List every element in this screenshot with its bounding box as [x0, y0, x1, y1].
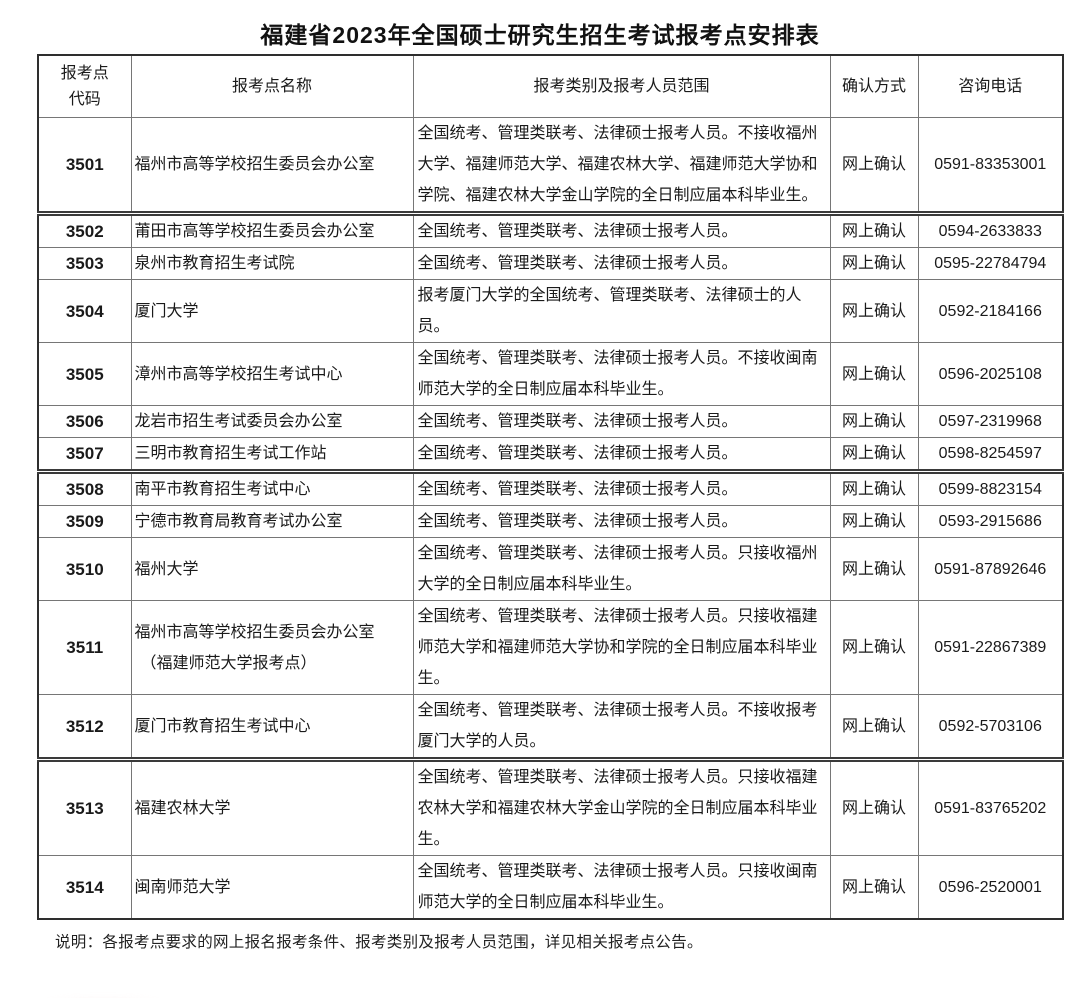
cell-confirm: 网上确认: [829, 471, 919, 506]
table-row: 3513 福建农林大学 全国统考、管理类联考、法律硕士报考人员。只接收福建农林大学和…: [37, 759, 1064, 856]
cell-name: 福州市高等学校招生委员会办公室 （福建师范大学报考点）: [130, 600, 414, 695]
table-row: 3501 福州市高等学校招生委员会办公室 全国统考、管理类联考、法律硕士报考人员。不…: [37, 117, 1064, 216]
cell-confirm: 网上确认: [829, 279, 919, 343]
cell-confirm: 网上确认: [829, 213, 919, 248]
table-row: 3502 莆田市高等学校招生委员会办公室 全国统考、管理类联考、法律硕士报考人员。网…: [37, 213, 1064, 248]
table-row: 3514 闽南师范大学 全国统考、管理类联考、法律硕士报考人员。只接收闽南师范大学的…: [37, 855, 1064, 920]
cell-name: 厦门大学: [130, 279, 414, 343]
cell-code: 3511: [37, 600, 132, 695]
header-name: 报考点名称: [130, 54, 414, 118]
header-code-line1: 报考点: [60, 64, 109, 82]
header-category: 报考类别及报考人员范围: [412, 54, 831, 118]
cell-confirm: 网上确认: [829, 855, 919, 920]
header-phone: 咨询电话: [917, 54, 1064, 118]
cell-category: 全国统考、管理类联考、法律硕士报考人员。不接收福州大学、福建师范大学、福建农林大…: [412, 117, 831, 216]
cell-name: 龙岩市招生考试委员会办公室: [130, 405, 414, 438]
cell-phone: 0591-87892646: [917, 537, 1064, 601]
table-row: 3512 厦门市教育招生考试中心 全国统考、管理类联考、法律硕士报考人员。不接收报考…: [37, 694, 1064, 762]
table-row: 3507 三明市教育招生考试工作站 全国统考、管理类联考、法律硕士报考人员。 网上确认…: [37, 437, 1064, 474]
cell-confirm: 网上确认: [829, 437, 919, 474]
cell-name: 莆田市高等学校招生委员会办公室: [130, 213, 414, 248]
cell-category: 全国统考、管理类联考、法律硕士报考人员。只接收福建师范大学和福建师范大学协和学院…: [412, 600, 831, 695]
cell-confirm: 网上确认: [829, 405, 919, 438]
cell-category: 全国统考、管理类联考、法律硕士报考人员。只接收福州大学的全日制应届本科毕业生。: [412, 537, 831, 601]
cell-confirm: 网上确认: [829, 600, 919, 695]
table-row: 3503 泉州市教育招生考试院 全国统考、管理类联考、法律硕士报考人员。 网上确认 05…: [37, 247, 1064, 280]
cell-confirm: 网上确认: [829, 694, 919, 762]
cell-code: 3504: [37, 279, 132, 343]
cell-phone: 0596-2025108: [917, 342, 1064, 406]
cell-phone: 0598-8254597: [917, 437, 1064, 474]
cell-name: 南平市教育招生考试中心: [130, 471, 414, 506]
table-row: 3509 宁德市教育局教育考试办公室 全国统考、管理类联考、法律硕士报考人员。 网上确…: [37, 505, 1064, 538]
cell-phone: 0597-2319968: [917, 405, 1064, 438]
cell-code: 3506: [37, 405, 132, 438]
table-row: 3506 龙岩市招生考试委员会办公室 全国统考、管理类联考、法律硕士报考人员。 网上确…: [37, 405, 1064, 438]
table-body: 3501 福州市高等学校招生委员会办公室 全国统考、管理类联考、法律硕士报考人员。不…: [37, 117, 1064, 920]
page-title: 福建省2023年全国硕士研究生招生考试报考点安排表: [260, 22, 820, 48]
cell-confirm: 网上确认: [829, 247, 919, 280]
registration-points-table: 报考点 代码 报考点名称 报考类别及报考人员范围 确认方式 咨询电话 3501 福州…: [37, 54, 1064, 920]
cell-name: 福建农林大学: [130, 759, 414, 856]
cell-phone: 0591-22867389: [917, 600, 1064, 695]
cell-category: 全国统考、管理类联考、法律硕士报考人员。: [412, 437, 831, 474]
cell-category: 全国统考、管理类联考、法律硕士报考人员。只接收闽南师范大学的全日制应届本科毕业生…: [412, 855, 831, 920]
table-row: 3510 福州大学 全国统考、管理类联考、法律硕士报考人员。只接收福州大学的全日制应…: [37, 537, 1064, 601]
cell-phone: 0593-2915686: [917, 505, 1064, 538]
cell-category: 全国统考、管理类联考、法律硕士报考人员。: [412, 405, 831, 438]
cell-name: 三明市教育招生考试工作站: [130, 437, 414, 474]
cell-code: 3508: [37, 471, 132, 506]
cell-name: 漳州市高等学校招生考试中心: [130, 342, 414, 406]
cell-category: 全国统考、管理类联考、法律硕士报考人员。: [412, 247, 831, 280]
cell-confirm: 网上确认: [829, 342, 919, 406]
cell-phone: 0595-22784794: [917, 247, 1064, 280]
cell-phone: 0596-2520001: [917, 855, 1064, 920]
cell-code: 3507: [37, 437, 132, 474]
cell-category: 全国统考、管理类联考、法律硕士报考人员。不接收报考厦门大学的人员。: [412, 694, 831, 762]
cell-code: 3512: [37, 694, 132, 762]
cell-confirm: 网上确认: [829, 117, 919, 216]
cell-phone: 0592-2184166: [917, 279, 1064, 343]
cell-phone: 0591-83353001: [917, 117, 1064, 216]
cell-code: 3503: [37, 247, 132, 280]
cell-code: 3502: [37, 213, 132, 248]
cell-confirm: 网上确认: [829, 505, 919, 538]
cell-category: 全国统考、管理类联考、法律硕士报考人员。: [412, 213, 831, 248]
cell-code: 3505: [37, 342, 132, 406]
cell-phone: 0599-8823154: [917, 471, 1064, 506]
header-code-line2: 代码: [68, 90, 101, 108]
cell-code: 3514: [37, 855, 132, 920]
footer-note: 说明：各报考点要求的网上报名报考条件、报考类别及报考人员范围，详见相关报考点公告…: [55, 934, 703, 951]
cell-category: 全国统考、管理类联考、法律硕士报考人员。不接收闽南师范大学的全日制应届本科毕业生…: [412, 342, 831, 406]
cell-name: 福州大学: [130, 537, 414, 601]
cell-name: 厦门市教育招生考试中心: [130, 694, 414, 762]
cell-confirm: 网上确认: [829, 759, 919, 856]
cell-name-line: 福州市高等学校招生委员会办公室: [134, 623, 375, 641]
cell-phone: 0592-5703106: [917, 694, 1064, 762]
cell-name: 福州市高等学校招生委员会办公室: [130, 117, 414, 216]
cell-phone: 0594-2633833: [917, 213, 1064, 248]
cell-category: 全国统考、管理类联考、法律硕士报考人员。: [412, 505, 831, 538]
cell-confirm: 网上确认: [829, 537, 919, 601]
cell-code: 3509: [37, 505, 132, 538]
table-row: 3508 南平市教育招生考试中心 全国统考、管理类联考、法律硕士报考人员。 网上确认 0…: [37, 471, 1064, 506]
table-row: 3505 漳州市高等学校招生考试中心 全国统考、管理类联考、法律硕士报考人员。不接收…: [37, 342, 1064, 406]
cell-name: 闽南师范大学: [130, 855, 414, 920]
cell-code: 3501: [37, 117, 132, 216]
cell-name-line: （福建师范大学报考点）: [140, 654, 317, 672]
table-header: 报考点代码 报考点名称 报考类别及报考人员范围 确认方式 咨询电话: [37, 54, 1064, 118]
table-row: 3511 福州市高等学校招生委员会办公室 （福建师范大学报考点） 全国统考、管理类联考…: [37, 600, 1064, 695]
table-row: 3504 厦门大学 报考厦门大学的全国统考、管理类联考、法律硕士的人员。 网上确认 05…: [37, 279, 1064, 343]
cell-code: 3513: [37, 759, 132, 856]
cell-name: 宁德市教育局教育考试办公室: [130, 505, 414, 538]
cell-name: 泉州市教育招生考试院: [130, 247, 414, 280]
header-confirm: 确认方式: [829, 54, 919, 118]
cell-phone: 0591-83765202: [917, 759, 1064, 856]
cell-category: 全国统考、管理类联考、法律硕士报考人员。: [412, 471, 831, 506]
cell-code: 3510: [37, 537, 132, 601]
cell-category: 报考厦门大学的全国统考、管理类联考、法律硕士的人员。: [412, 279, 831, 343]
cell-category: 全国统考、管理类联考、法律硕士报考人员。只接收福建农林大学和福建农林大学金山学院…: [412, 759, 831, 856]
header-code: 报考点 代码: [37, 54, 132, 118]
header-row: 报考点代码 报考点名称 报考类别及报考人员范围 确认方式 咨询电话: [37, 54, 1064, 118]
